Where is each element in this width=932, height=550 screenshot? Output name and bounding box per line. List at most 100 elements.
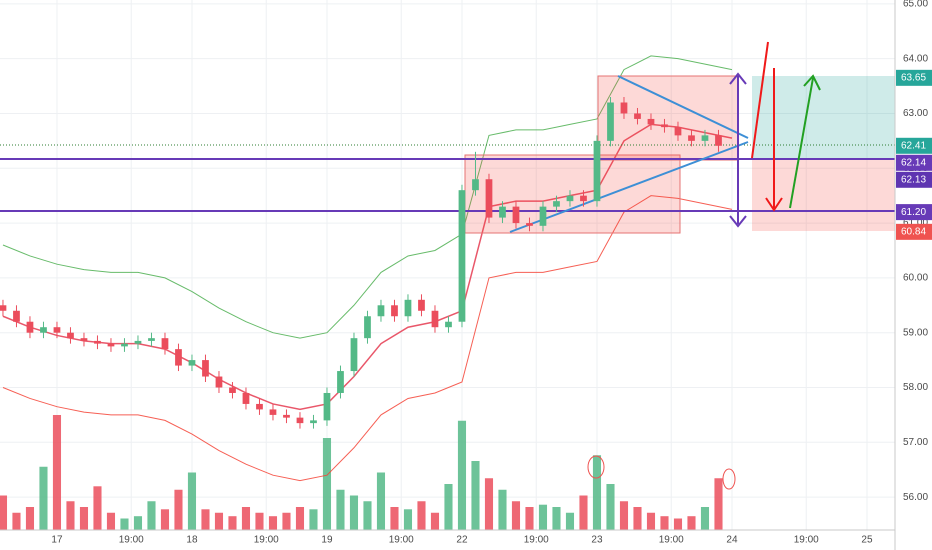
candle-body bbox=[134, 340, 142, 344]
candle-body bbox=[310, 420, 317, 424]
y-tick-label: 64.00 bbox=[903, 53, 928, 64]
volume-bar bbox=[120, 518, 129, 530]
candle-body bbox=[26, 321, 34, 333]
candle-body bbox=[499, 206, 506, 218]
candle-body bbox=[0, 305, 7, 311]
candle-body bbox=[566, 195, 574, 202]
volume-bar bbox=[417, 501, 426, 530]
volume-bar bbox=[228, 516, 237, 530]
candle-body bbox=[593, 140, 601, 202]
volume-bar bbox=[633, 507, 642, 530]
x-tick-label: 23 bbox=[591, 535, 603, 546]
candle-body bbox=[161, 338, 169, 350]
highlight bbox=[722, 468, 736, 490]
x-tick-label: 19:00 bbox=[524, 535, 549, 546]
range-box bbox=[464, 154, 681, 234]
highlight bbox=[587, 455, 605, 479]
volume-bar bbox=[106, 512, 116, 530]
volume-bar bbox=[700, 507, 710, 530]
volume-bar bbox=[201, 509, 210, 530]
volume-bar bbox=[511, 501, 521, 530]
x-tick-label: 19:00 bbox=[389, 535, 414, 546]
volume-bar bbox=[363, 501, 372, 530]
volume-bar bbox=[660, 516, 669, 530]
y-tick-label: 56.00 bbox=[903, 492, 928, 503]
volume-bar bbox=[255, 512, 264, 530]
volume-bar bbox=[174, 489, 183, 530]
volume-bar bbox=[687, 516, 696, 530]
signal-arrow bbox=[751, 41, 769, 159]
volume-bar bbox=[714, 478, 723, 530]
y-tick-label: 63.00 bbox=[903, 108, 928, 119]
candle-body bbox=[620, 102, 628, 114]
volume-bar bbox=[309, 509, 318, 530]
candle-body bbox=[485, 179, 493, 218]
candle-body bbox=[512, 206, 520, 224]
price-tag-label: 61.20 bbox=[901, 207, 926, 218]
volume-bar bbox=[39, 466, 48, 530]
candle-body bbox=[283, 414, 290, 418]
volume-bar bbox=[0, 495, 8, 530]
candle-body bbox=[715, 135, 722, 146]
volume-bar bbox=[619, 501, 629, 530]
candle-body bbox=[445, 321, 452, 328]
volume-bar bbox=[565, 512, 575, 530]
volume-bar bbox=[606, 484, 615, 530]
volume-bar bbox=[376, 472, 386, 530]
candle-body bbox=[323, 392, 331, 421]
band-line bbox=[2, 55, 733, 339]
y-tick-label: 57.00 bbox=[903, 437, 928, 448]
candle-body bbox=[40, 327, 47, 333]
candle-body bbox=[661, 124, 668, 128]
volume-bar bbox=[12, 512, 21, 530]
axes: 56.0057.0058.0059.0060.0061.0062.0063.00… bbox=[51, 0, 932, 546]
arrow-head bbox=[765, 197, 783, 212]
candle-body bbox=[580, 195, 587, 202]
volume bbox=[0, 415, 723, 530]
volume-bar bbox=[403, 509, 413, 530]
grid bbox=[0, 0, 895, 530]
candle-body bbox=[242, 392, 250, 404]
candle-body bbox=[674, 127, 682, 136]
volume-bar bbox=[646, 512, 656, 530]
volume-bar bbox=[79, 507, 89, 530]
y-tick-label: 59.00 bbox=[903, 327, 928, 338]
volume-bar bbox=[214, 512, 224, 530]
range-box bbox=[597, 75, 739, 161]
volume-bar bbox=[241, 507, 251, 530]
price-tag-label: 62.13 bbox=[901, 174, 926, 185]
volume-bar bbox=[525, 507, 534, 530]
volume-bar bbox=[187, 472, 197, 530]
candle-body bbox=[107, 343, 115, 347]
candle-body bbox=[188, 360, 196, 366]
volume-bar bbox=[322, 438, 332, 530]
candle-body bbox=[350, 338, 358, 372]
y-tick-label: 60.00 bbox=[903, 273, 928, 284]
price-tag-label: 62.41 bbox=[901, 140, 926, 151]
volume-bar bbox=[498, 489, 507, 530]
volume-bar bbox=[282, 512, 291, 530]
volume-bar bbox=[538, 504, 548, 530]
candle-body bbox=[634, 113, 641, 119]
volume-bar bbox=[390, 507, 399, 530]
volume-bar bbox=[25, 507, 35, 530]
x-tick-label: 19:00 bbox=[119, 535, 144, 546]
price-tag bbox=[896, 204, 932, 221]
x-tick-label: 24 bbox=[726, 535, 738, 546]
candle-body bbox=[148, 338, 155, 341]
price-tag-label: 63.65 bbox=[901, 72, 926, 83]
volume-bar bbox=[673, 518, 683, 530]
candle-body bbox=[701, 135, 709, 141]
band-line bbox=[2, 195, 733, 482]
x-tick-label: 19 bbox=[321, 535, 333, 546]
candle-body bbox=[539, 206, 547, 226]
volume-bar bbox=[147, 501, 156, 530]
volume-bar bbox=[160, 509, 170, 530]
price-axis bbox=[895, 0, 932, 550]
candle-body bbox=[458, 190, 466, 322]
volume-bar bbox=[336, 489, 345, 530]
price-tag-label: 62.14 bbox=[901, 157, 926, 168]
y-tick-label: 65.00 bbox=[903, 0, 928, 9]
candle-body bbox=[53, 327, 61, 333]
